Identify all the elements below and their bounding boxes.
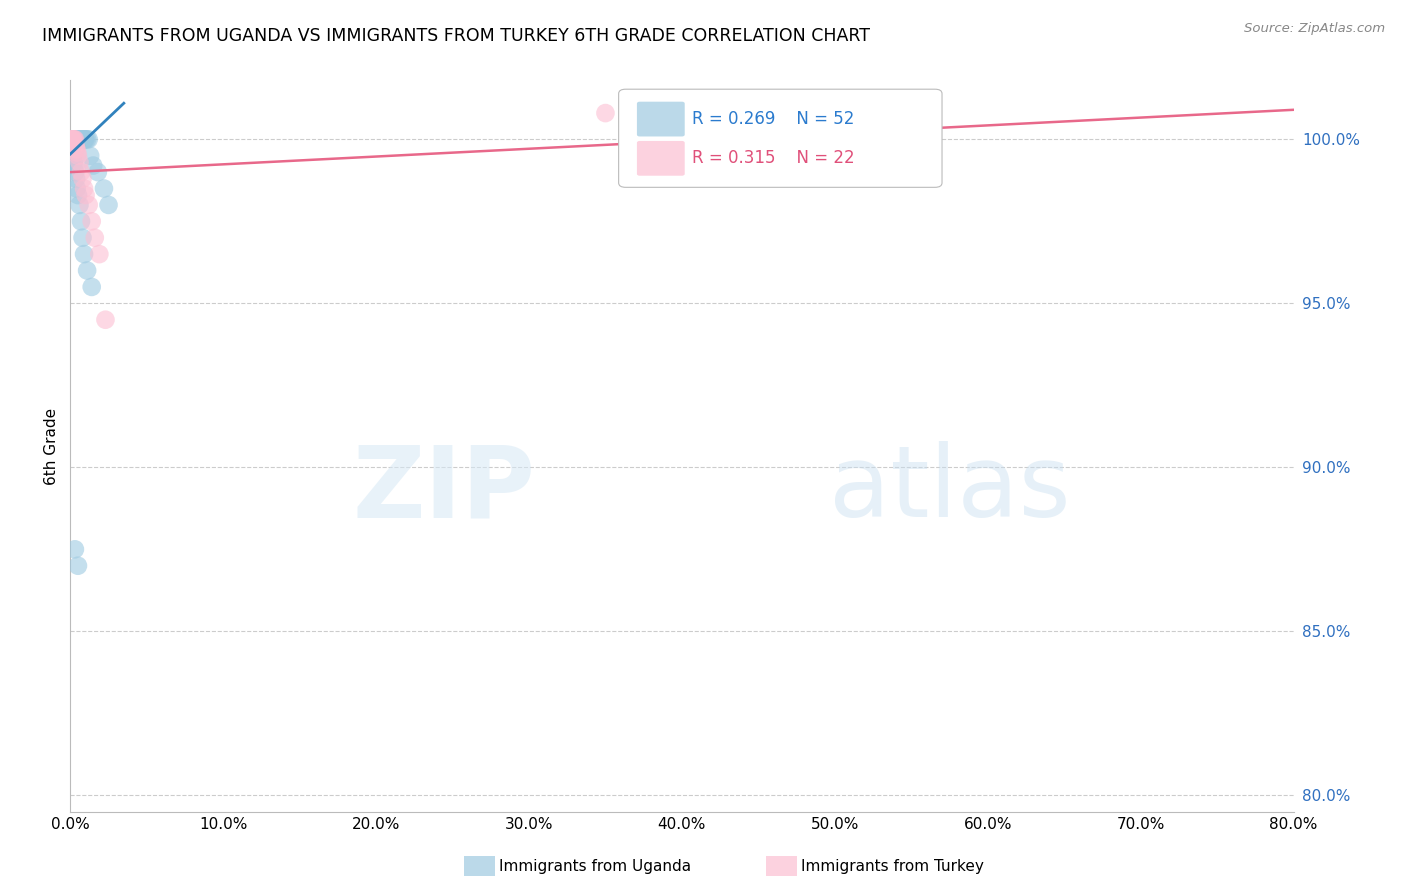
Point	[94, 312, 117, 326]
Point	[72, 132, 94, 146]
Point	[75, 188, 97, 202]
Point	[62, 132, 84, 146]
Point	[65, 132, 87, 146]
Point	[65, 132, 87, 146]
Point	[72, 171, 94, 186]
Point	[63, 132, 86, 146]
Point	[66, 132, 89, 146]
Text: Immigrants from Uganda: Immigrants from Uganda	[499, 859, 692, 873]
Point	[72, 132, 94, 146]
Point	[76, 263, 98, 277]
Point	[80, 280, 103, 294]
Point	[66, 181, 89, 195]
Point	[65, 132, 87, 146]
Point	[62, 132, 84, 146]
Text: R = 0.269    N = 52: R = 0.269 N = 52	[692, 110, 853, 128]
Point	[69, 198, 91, 212]
Point	[73, 132, 96, 146]
Point	[72, 231, 94, 245]
Point	[77, 198, 100, 212]
Point	[66, 188, 89, 202]
Point	[65, 142, 87, 156]
Point	[70, 165, 93, 179]
Point	[93, 181, 115, 195]
Point	[97, 198, 120, 212]
Point	[60, 132, 83, 146]
Point	[60, 132, 83, 146]
Point	[65, 165, 87, 179]
Point	[60, 139, 83, 153]
Point	[60, 142, 83, 156]
Y-axis label: 6th Grade: 6th Grade	[44, 408, 59, 484]
Point	[73, 181, 96, 195]
Point	[63, 132, 86, 146]
Point	[66, 132, 89, 146]
Text: ZIP: ZIP	[353, 442, 536, 539]
Point	[62, 132, 84, 146]
Point	[82, 159, 104, 173]
Point	[70, 214, 93, 228]
Point	[69, 132, 91, 146]
Point	[69, 132, 91, 146]
Point	[66, 558, 89, 573]
Point	[60, 132, 83, 146]
Text: R = 0.315    N = 22: R = 0.315 N = 22	[692, 149, 855, 167]
Point	[62, 132, 84, 146]
Point	[66, 145, 89, 160]
Point	[70, 132, 93, 146]
Point	[60, 139, 83, 153]
Point	[65, 171, 87, 186]
Point	[73, 247, 96, 261]
Point	[62, 132, 84, 146]
Point	[60, 132, 83, 146]
Point	[83, 231, 105, 245]
Point	[76, 132, 98, 146]
Point	[70, 132, 93, 146]
Point	[62, 149, 84, 163]
Text: Source: ZipAtlas.com: Source: ZipAtlas.com	[1244, 22, 1385, 36]
Point	[66, 149, 89, 163]
Point	[63, 132, 86, 146]
Point	[65, 139, 87, 153]
Point	[89, 247, 111, 261]
Point	[80, 214, 103, 228]
Point	[73, 132, 96, 146]
Text: Immigrants from Turkey: Immigrants from Turkey	[801, 859, 984, 873]
Point	[63, 542, 86, 557]
Point	[67, 132, 90, 146]
Text: IMMIGRANTS FROM UGANDA VS IMMIGRANTS FROM TURKEY 6TH GRADE CORRELATION CHART: IMMIGRANTS FROM UGANDA VS IMMIGRANTS FRO…	[42, 27, 870, 45]
Point	[63, 132, 86, 146]
Point	[62, 155, 84, 169]
Point	[63, 159, 86, 173]
Point	[87, 165, 110, 179]
Point	[75, 132, 97, 146]
Point	[62, 132, 84, 146]
Point	[60, 132, 83, 146]
Point	[69, 155, 91, 169]
Point	[77, 132, 100, 146]
Point	[63, 132, 86, 146]
Point	[60, 132, 83, 146]
Point	[595, 106, 617, 120]
Point	[60, 136, 83, 150]
Point	[62, 149, 84, 163]
Text: atlas: atlas	[828, 442, 1070, 539]
Point	[79, 149, 101, 163]
